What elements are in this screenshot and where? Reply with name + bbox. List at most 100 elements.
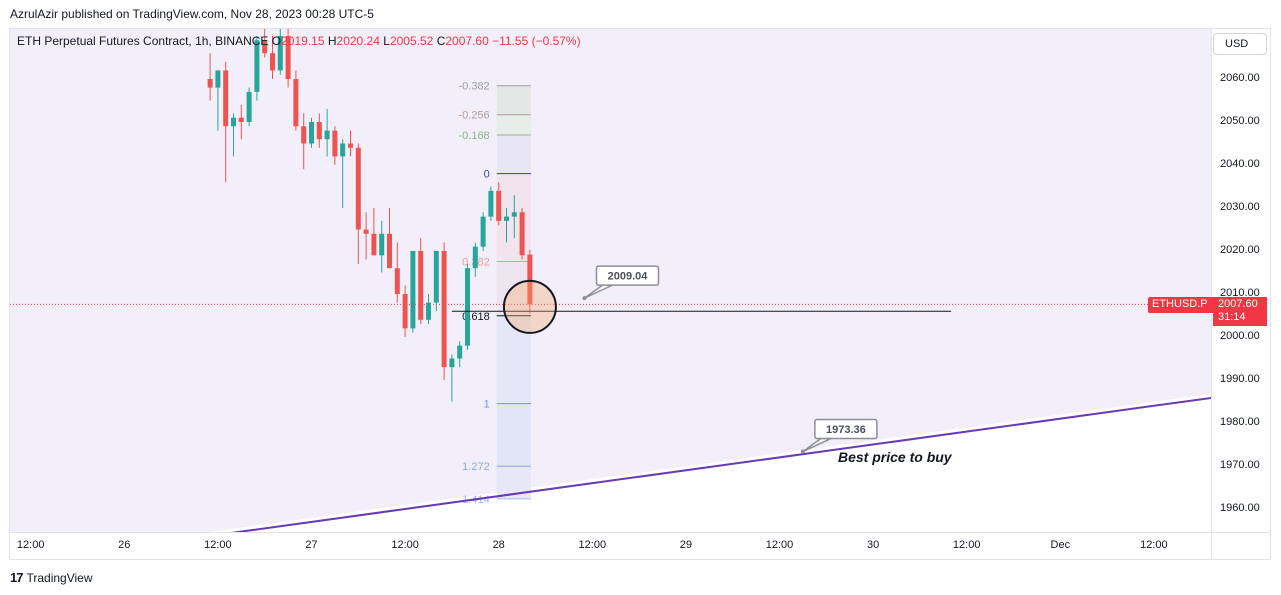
legend-open-label: O xyxy=(271,34,282,48)
fib-zone xyxy=(496,85,531,115)
candle xyxy=(215,70,221,131)
callout-anchor xyxy=(800,449,805,454)
fib-zone xyxy=(496,134,531,174)
candle xyxy=(348,130,353,157)
price-axis-label: 2040.00 xyxy=(1220,158,1260,170)
candle-body xyxy=(223,70,229,127)
callout-box xyxy=(595,265,660,286)
candle xyxy=(379,220,385,273)
candle-body xyxy=(504,216,509,221)
chart-legend: ETH Perpetual Futures Contract, 1h, BINA… xyxy=(17,34,581,48)
time-axis-label: 12:00 xyxy=(952,539,981,551)
candle-body xyxy=(238,117,244,122)
time-axis-label: 12:00 xyxy=(765,539,794,551)
candle xyxy=(207,53,213,101)
time-axis-label: 12:00 xyxy=(16,539,45,551)
time-axis-label: Dec xyxy=(1050,539,1071,551)
fib-level-label: 1 xyxy=(484,399,490,411)
fib-level-label: 1.272 xyxy=(462,461,490,473)
price-axis-label: 2050.00 xyxy=(1220,115,1260,127)
candle xyxy=(457,341,463,368)
time-axis-label: 12:00 xyxy=(204,539,232,551)
price-axis-label: 2020.00 xyxy=(1220,244,1260,256)
candle-body xyxy=(270,53,275,71)
candle-body xyxy=(394,268,400,294)
candle-body xyxy=(465,268,470,346)
fib-zone xyxy=(496,114,531,135)
candle xyxy=(449,354,455,402)
candle xyxy=(238,104,244,140)
legend-close: 2007.60 xyxy=(445,34,489,48)
candle xyxy=(418,238,424,325)
bullish-zone-shade xyxy=(10,29,1211,532)
candle-body xyxy=(324,130,330,140)
candle-body xyxy=(457,345,463,359)
time-axis-label: 12:00 xyxy=(578,539,607,551)
candle xyxy=(270,36,275,79)
candle-body xyxy=(387,233,392,269)
price-axis-label: 2030.00 xyxy=(1220,201,1260,213)
fib-zone xyxy=(496,261,531,316)
candle xyxy=(394,242,400,303)
candle-body xyxy=(293,79,299,127)
candle-body xyxy=(363,229,369,234)
candle xyxy=(504,208,509,243)
fib-zone xyxy=(496,315,531,404)
time-axis-label: 12:00 xyxy=(391,539,419,551)
publisher-line: AzrulAzir published on TradingView.com, … xyxy=(10,7,374,21)
candle-body xyxy=(480,216,486,247)
candle xyxy=(511,195,517,239)
legend-low-label: L xyxy=(383,34,390,48)
candle-body xyxy=(316,122,322,140)
candle xyxy=(433,251,439,312)
candle-body xyxy=(371,233,377,256)
tradingview-logo-icon: 17 xyxy=(10,570,24,585)
currency-button[interactable]: USD xyxy=(1213,33,1267,55)
time-axis-label: 29 xyxy=(679,539,693,551)
candle xyxy=(316,113,322,148)
candle-body xyxy=(418,251,424,320)
legend-high: 2020.24 xyxy=(336,34,380,48)
tradingview-brand: TradingView xyxy=(26,570,93,585)
candle xyxy=(293,70,299,131)
fib-level-label: 0 xyxy=(484,169,490,181)
candle-body xyxy=(410,251,416,329)
price-axis-label: 1980.00 xyxy=(1220,416,1260,428)
candle-body xyxy=(433,251,439,303)
legend-symbol[interactable]: ETH Perpetual Futures Contract, 1h, BINA… xyxy=(17,34,269,48)
candle xyxy=(262,29,268,58)
callout-label: 2009.04 xyxy=(608,271,649,283)
candle-body xyxy=(426,302,431,320)
candle xyxy=(231,113,236,157)
last-price-value: 2007.60 xyxy=(1218,298,1258,310)
time-axis-label: 27 xyxy=(305,539,318,551)
callout-label: 1973.36 xyxy=(826,424,866,436)
candle xyxy=(309,117,314,148)
candle-body xyxy=(207,79,213,88)
candle-body xyxy=(301,126,307,144)
candle xyxy=(363,212,369,260)
candle xyxy=(410,251,416,333)
time-axis-label: 26 xyxy=(118,539,131,551)
candle xyxy=(340,139,346,208)
price-axis-label: 2000.00 xyxy=(1220,330,1260,342)
candle xyxy=(254,36,260,101)
candle xyxy=(519,208,525,260)
candle xyxy=(441,242,447,380)
price-callout: 2009.04 xyxy=(582,265,660,301)
plot-area: -0.382-0.256-0.16800.3820.61811.2721.414… xyxy=(10,29,1211,532)
fib-zone xyxy=(496,403,531,467)
candle-body xyxy=(488,190,494,217)
tradingview-logo[interactable]: 17 TradingView xyxy=(10,570,93,585)
price-axis-label: 1990.00 xyxy=(1220,373,1260,385)
last-price-tag: 2007.60 31:14 xyxy=(1213,297,1267,326)
fib-level-label: -0.168 xyxy=(458,130,489,142)
time-axis-label: 12:00 xyxy=(1140,539,1168,551)
candle xyxy=(426,294,431,325)
bar-countdown: 31:14 xyxy=(1218,311,1246,323)
candle xyxy=(496,182,502,226)
time-axis-label: 30 xyxy=(866,539,880,551)
price-axis-label: 1970.00 xyxy=(1220,459,1260,471)
chart-frame[interactable] xyxy=(9,28,1271,560)
